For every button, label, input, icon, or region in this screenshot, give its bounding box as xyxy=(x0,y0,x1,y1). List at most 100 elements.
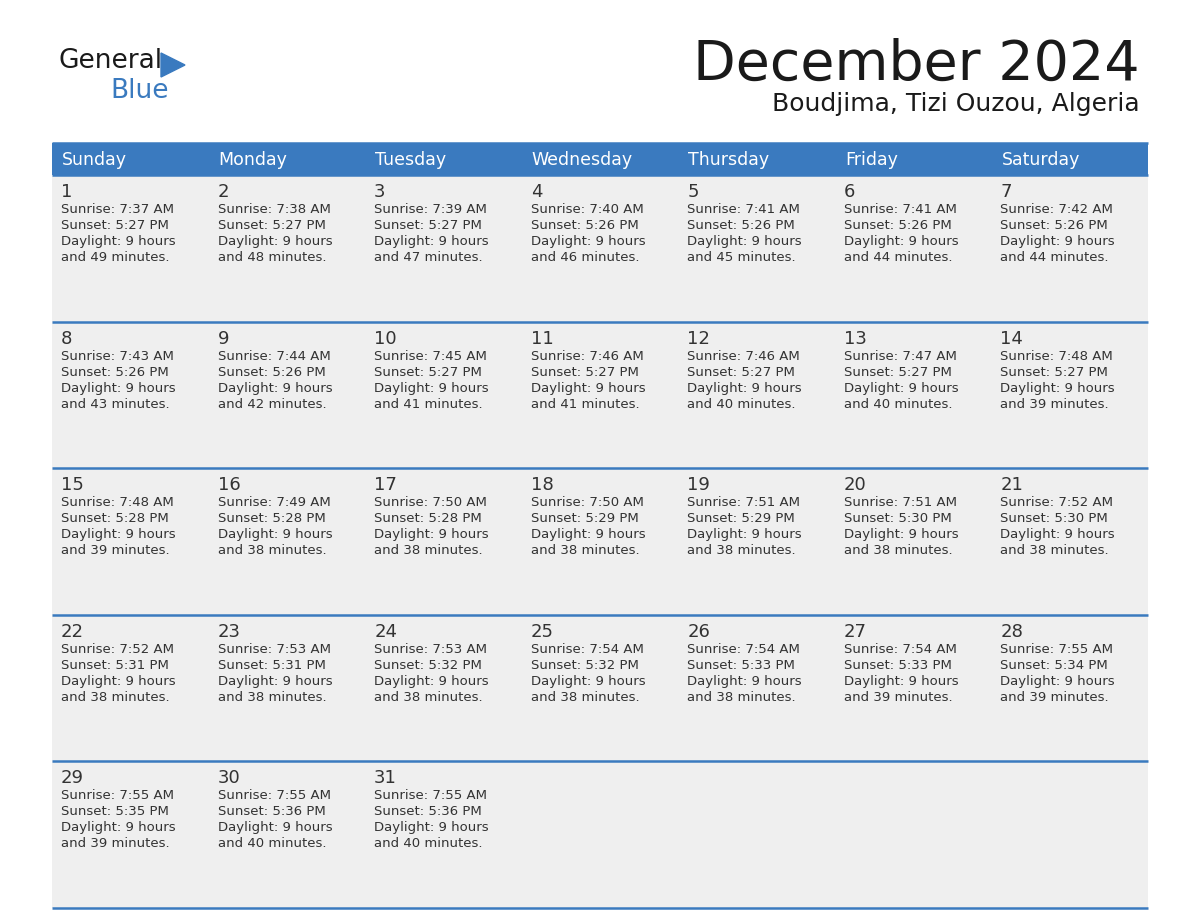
Text: Sunset: 5:26 PM: Sunset: 5:26 PM xyxy=(843,219,952,232)
Text: 12: 12 xyxy=(688,330,710,348)
Text: Sunset: 5:28 PM: Sunset: 5:28 PM xyxy=(374,512,482,525)
Text: Tuesday: Tuesday xyxy=(375,151,447,169)
Text: Sunrise: 7:50 AM: Sunrise: 7:50 AM xyxy=(374,497,487,509)
Text: Sunrise: 7:51 AM: Sunrise: 7:51 AM xyxy=(688,497,801,509)
Text: 26: 26 xyxy=(688,622,710,641)
Text: December 2024: December 2024 xyxy=(694,38,1140,92)
Text: and 44 minutes.: and 44 minutes. xyxy=(1000,251,1108,264)
Text: Daylight: 9 hours: Daylight: 9 hours xyxy=(217,675,333,688)
Text: Sunset: 5:34 PM: Sunset: 5:34 PM xyxy=(1000,659,1108,672)
Text: Daylight: 9 hours: Daylight: 9 hours xyxy=(1000,235,1116,248)
Text: 23: 23 xyxy=(217,622,241,641)
Bar xyxy=(678,175,835,321)
Text: and 47 minutes.: and 47 minutes. xyxy=(374,251,482,264)
Bar xyxy=(835,321,992,468)
Text: Sunset: 5:32 PM: Sunset: 5:32 PM xyxy=(531,659,639,672)
Text: Sunset: 5:27 PM: Sunset: 5:27 PM xyxy=(217,219,326,232)
Text: Sunrise: 7:53 AM: Sunrise: 7:53 AM xyxy=(374,643,487,655)
Bar xyxy=(52,615,209,761)
Text: Daylight: 9 hours: Daylight: 9 hours xyxy=(374,675,488,688)
Text: and 38 minutes.: and 38 minutes. xyxy=(531,544,639,557)
Text: Sunset: 5:29 PM: Sunset: 5:29 PM xyxy=(531,512,638,525)
Text: Sunset: 5:27 PM: Sunset: 5:27 PM xyxy=(688,365,795,378)
Text: Sunrise: 7:52 AM: Sunrise: 7:52 AM xyxy=(61,643,173,655)
Text: Sunset: 5:26 PM: Sunset: 5:26 PM xyxy=(217,365,326,378)
Polygon shape xyxy=(162,53,185,77)
Text: Daylight: 9 hours: Daylight: 9 hours xyxy=(61,382,176,395)
Text: and 39 minutes.: and 39 minutes. xyxy=(61,837,170,850)
Bar xyxy=(365,468,522,615)
Text: Daylight: 9 hours: Daylight: 9 hours xyxy=(531,235,645,248)
Text: Sunrise: 7:46 AM: Sunrise: 7:46 AM xyxy=(531,350,644,363)
Text: Daylight: 9 hours: Daylight: 9 hours xyxy=(688,675,802,688)
Text: Daylight: 9 hours: Daylight: 9 hours xyxy=(217,528,333,542)
Bar xyxy=(209,761,365,908)
Bar xyxy=(992,143,1148,175)
Text: General: General xyxy=(58,48,162,74)
Text: Sunset: 5:26 PM: Sunset: 5:26 PM xyxy=(1000,219,1108,232)
Text: 31: 31 xyxy=(374,769,397,788)
Bar xyxy=(522,321,678,468)
Text: Sunset: 5:28 PM: Sunset: 5:28 PM xyxy=(61,512,169,525)
Bar xyxy=(209,321,365,468)
Text: Sunrise: 7:55 AM: Sunrise: 7:55 AM xyxy=(217,789,330,802)
Bar xyxy=(52,468,209,615)
Text: Daylight: 9 hours: Daylight: 9 hours xyxy=(61,675,176,688)
Text: and 45 minutes.: and 45 minutes. xyxy=(688,251,796,264)
Text: and 39 minutes.: and 39 minutes. xyxy=(1000,691,1110,704)
Text: Sunset: 5:27 PM: Sunset: 5:27 PM xyxy=(374,365,482,378)
Bar xyxy=(52,321,209,468)
Text: 14: 14 xyxy=(1000,330,1023,348)
Bar xyxy=(678,143,835,175)
Bar xyxy=(522,143,678,175)
Text: 19: 19 xyxy=(688,476,710,494)
Text: Sunset: 5:30 PM: Sunset: 5:30 PM xyxy=(843,512,952,525)
Text: Sunset: 5:29 PM: Sunset: 5:29 PM xyxy=(688,512,795,525)
Bar xyxy=(992,175,1148,321)
Text: Daylight: 9 hours: Daylight: 9 hours xyxy=(688,235,802,248)
Text: Sunset: 5:26 PM: Sunset: 5:26 PM xyxy=(61,365,169,378)
Text: 27: 27 xyxy=(843,622,867,641)
Text: 9: 9 xyxy=(217,330,229,348)
Text: Daylight: 9 hours: Daylight: 9 hours xyxy=(217,382,333,395)
Text: Sunset: 5:33 PM: Sunset: 5:33 PM xyxy=(843,659,952,672)
Bar xyxy=(52,175,209,321)
Text: Sunset: 5:35 PM: Sunset: 5:35 PM xyxy=(61,805,169,819)
Text: and 38 minutes.: and 38 minutes. xyxy=(217,691,327,704)
Text: Sunset: 5:36 PM: Sunset: 5:36 PM xyxy=(374,805,482,819)
Text: Sunrise: 7:48 AM: Sunrise: 7:48 AM xyxy=(61,497,173,509)
Text: Daylight: 9 hours: Daylight: 9 hours xyxy=(1000,528,1116,542)
Bar xyxy=(992,761,1148,908)
Text: Daylight: 9 hours: Daylight: 9 hours xyxy=(843,528,959,542)
Text: Sunrise: 7:38 AM: Sunrise: 7:38 AM xyxy=(217,203,330,216)
Text: Daylight: 9 hours: Daylight: 9 hours xyxy=(843,382,959,395)
Text: Sunrise: 7:44 AM: Sunrise: 7:44 AM xyxy=(217,350,330,363)
Text: Sunrise: 7:55 AM: Sunrise: 7:55 AM xyxy=(1000,643,1113,655)
Text: 10: 10 xyxy=(374,330,397,348)
Text: Sunrise: 7:49 AM: Sunrise: 7:49 AM xyxy=(217,497,330,509)
Text: 17: 17 xyxy=(374,476,397,494)
Text: Sunset: 5:27 PM: Sunset: 5:27 PM xyxy=(1000,365,1108,378)
Text: and 38 minutes.: and 38 minutes. xyxy=(688,691,796,704)
Text: and 39 minutes.: and 39 minutes. xyxy=(1000,397,1110,410)
Text: Sunset: 5:27 PM: Sunset: 5:27 PM xyxy=(374,219,482,232)
Text: and 38 minutes.: and 38 minutes. xyxy=(61,691,170,704)
Text: Daylight: 9 hours: Daylight: 9 hours xyxy=(1000,675,1116,688)
Text: Sunrise: 7:50 AM: Sunrise: 7:50 AM xyxy=(531,497,644,509)
Text: Sunrise: 7:51 AM: Sunrise: 7:51 AM xyxy=(843,497,956,509)
Text: Boudjima, Tizi Ouzou, Algeria: Boudjima, Tizi Ouzou, Algeria xyxy=(772,92,1140,116)
Text: 30: 30 xyxy=(217,769,240,788)
Text: and 46 minutes.: and 46 minutes. xyxy=(531,251,639,264)
Text: Sunrise: 7:39 AM: Sunrise: 7:39 AM xyxy=(374,203,487,216)
Text: Sunset: 5:26 PM: Sunset: 5:26 PM xyxy=(688,219,795,232)
Text: and 38 minutes.: and 38 minutes. xyxy=(1000,544,1110,557)
Text: and 41 minutes.: and 41 minutes. xyxy=(374,397,482,410)
Text: Daylight: 9 hours: Daylight: 9 hours xyxy=(531,528,645,542)
Text: Daylight: 9 hours: Daylight: 9 hours xyxy=(61,822,176,834)
Bar xyxy=(522,615,678,761)
Text: 1: 1 xyxy=(61,183,72,201)
Text: 13: 13 xyxy=(843,330,867,348)
Text: and 38 minutes.: and 38 minutes. xyxy=(374,544,482,557)
Text: Daylight: 9 hours: Daylight: 9 hours xyxy=(531,382,645,395)
Text: Friday: Friday xyxy=(845,151,898,169)
